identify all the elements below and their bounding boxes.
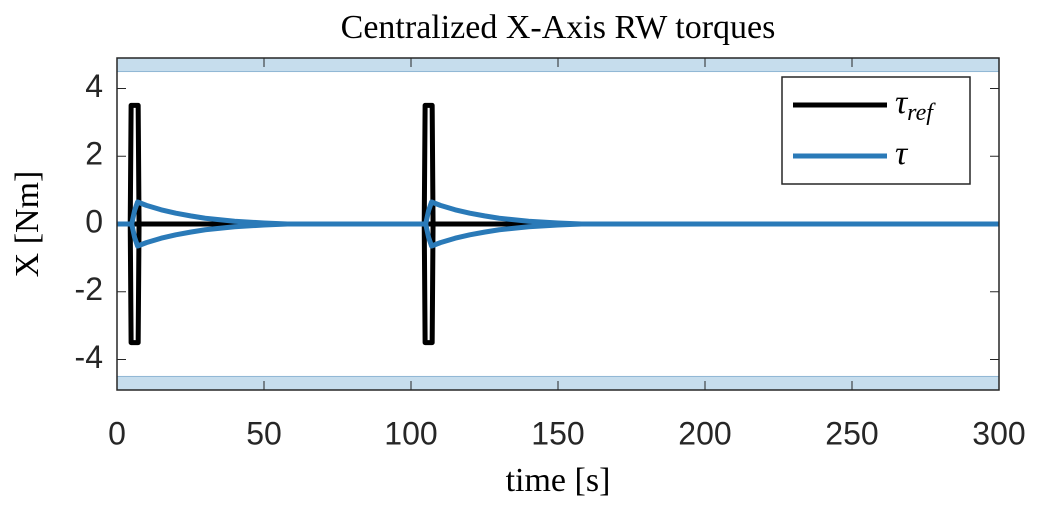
x-tick-label: 50 [246,415,282,451]
y-tick-label: 4 [85,68,103,104]
x-tick-label: 300 [972,415,1025,451]
legend-label: τ [895,135,909,172]
chart-title: Centralized X-Axis RW torques [341,9,776,46]
x-tick-label: 0 [108,415,126,451]
x-tick-label: 100 [384,415,437,451]
y-tick-label: -2 [75,271,103,307]
y-tick-label: 0 [85,203,103,239]
legend-label: τref [895,84,936,126]
x-tick-label: 250 [825,415,878,451]
x-tick-label: 200 [678,415,731,451]
y-tick-label: 2 [85,136,103,172]
plot-frame [116,57,1000,391]
y-tick-label: -4 [75,339,103,375]
series-line [117,199,999,249]
legend-symbol: τ [895,84,909,121]
x-tick-label: 150 [531,415,584,451]
legend-subscript: ref [907,100,936,126]
y-axis-label: X [Nm] [9,171,46,278]
legend-box [781,76,971,185]
x-axis-label: time [s] [506,462,611,499]
